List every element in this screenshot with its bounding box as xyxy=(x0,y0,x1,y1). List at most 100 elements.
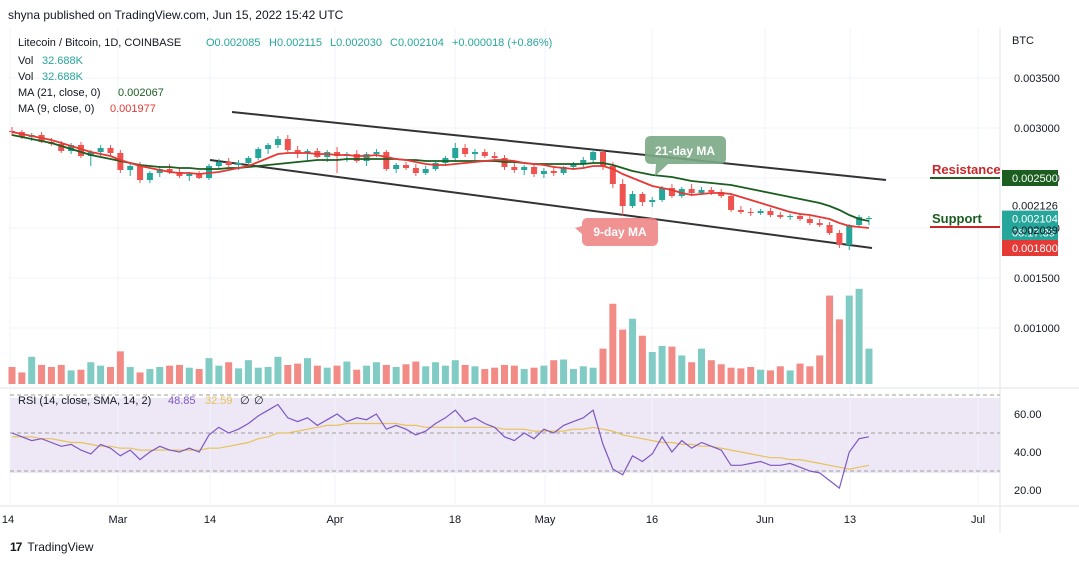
candle-body xyxy=(629,194,636,206)
volume-bar xyxy=(166,365,174,384)
volume-bar xyxy=(569,369,577,384)
publish-info: shyna published on TradingView.com, Jun … xyxy=(8,8,344,22)
volume-bar xyxy=(658,345,666,384)
price-tag-countdown: 08:17:39 xyxy=(1012,228,1055,240)
candle-body xyxy=(511,167,518,170)
price-tag: 0.002039 xyxy=(1012,225,1058,237)
candle-body xyxy=(757,211,764,213)
candle-body xyxy=(265,145,272,149)
legend-vol1-value: 32.688K xyxy=(42,55,84,67)
legend-vol2-value: 32.688K xyxy=(42,71,84,83)
candle-body xyxy=(737,210,744,212)
volume-bar xyxy=(195,369,203,384)
price-axis: BTC0.0035000.0030000.0025000.0020000.001… xyxy=(1002,35,1060,335)
chart[interactable]: Resistance Support 21-day MA 9-day MA BTC 0… xyxy=(0,28,1079,533)
candle-body xyxy=(107,148,114,153)
candle-body xyxy=(9,131,15,132)
tradingview-logo-icon: 17 xyxy=(10,540,22,554)
candle-body xyxy=(146,173,153,180)
volume-bar xyxy=(766,370,774,384)
time-tick: 14 xyxy=(204,514,216,526)
channel-lines xyxy=(209,111,887,249)
price-tag-bg xyxy=(1002,240,1058,256)
candle-body xyxy=(304,151,311,153)
volume-bar xyxy=(412,361,420,384)
candle-body xyxy=(393,165,400,169)
candle-body xyxy=(196,174,203,178)
candle-body xyxy=(491,156,498,158)
time-tick: Mar xyxy=(109,514,128,526)
candle-body xyxy=(166,169,173,172)
volume-bar xyxy=(97,365,105,384)
candle-body xyxy=(373,152,380,154)
time-tick: Apr xyxy=(326,514,343,526)
volume-bar xyxy=(402,364,410,384)
legend-change: +0.000018 (+0.86%) xyxy=(452,37,552,49)
candle-body xyxy=(363,154,370,161)
volume-bar xyxy=(87,362,95,384)
volume-bar xyxy=(107,367,114,384)
candle-body xyxy=(452,148,459,158)
legend-ma9-value: 0.001977 xyxy=(110,103,156,115)
rsi-tick: 60.00 xyxy=(1014,409,1042,421)
volume-bar xyxy=(835,319,843,384)
candle-body xyxy=(609,166,616,184)
volume-bar xyxy=(540,365,548,384)
footer-brand: TradingView xyxy=(27,540,94,554)
ma9-line xyxy=(11,131,869,229)
candle-body xyxy=(856,217,863,225)
price-tag-bg xyxy=(1002,210,1058,241)
time-tick: 16 xyxy=(646,514,658,526)
price-tag-bg xyxy=(1002,170,1058,186)
volume-bar xyxy=(678,355,686,384)
volume-bar xyxy=(855,288,863,384)
time-tick: 13 xyxy=(844,514,856,526)
ma21-line xyxy=(11,134,870,222)
legend-rsi-sma: 32.59 xyxy=(205,395,233,407)
time-tick: Jun xyxy=(756,514,774,526)
price-tag: 0.002104 xyxy=(1012,214,1058,226)
candle-body xyxy=(97,148,104,152)
legend-ma21-value: 0.002067 xyxy=(118,87,164,99)
candle-body xyxy=(698,190,705,193)
volume-bar xyxy=(215,365,223,384)
footer: 17 TradingView xyxy=(10,540,93,554)
volume-bar xyxy=(757,369,765,384)
volume-bar xyxy=(254,367,262,384)
legend-open: O0.002085 xyxy=(206,37,260,49)
volume-bar xyxy=(845,295,853,384)
volume-bar xyxy=(550,360,558,384)
volume-bar xyxy=(707,360,715,384)
rsi-tick: 40.00 xyxy=(1014,447,1042,459)
legend-ma9-label: MA (9, close, 0) xyxy=(18,103,94,115)
candle-body xyxy=(659,188,666,200)
volume-bar xyxy=(8,367,16,384)
legend-rsi-z2: ∅ xyxy=(254,395,264,407)
volume-bar xyxy=(225,362,233,384)
legend-high: H0.002115 xyxy=(269,37,322,49)
grid xyxy=(9,28,1000,506)
volume-bar xyxy=(481,369,489,384)
resistance-label: Resistance xyxy=(932,162,1001,177)
volume-bar xyxy=(392,367,400,384)
volume-bar xyxy=(116,351,124,384)
candle-body xyxy=(540,171,547,174)
ma-callouts: 21-day MA 9-day MA xyxy=(575,136,726,246)
candle-body xyxy=(284,139,291,150)
candle-body xyxy=(718,192,725,196)
volume-bar xyxy=(353,369,361,384)
candle-body xyxy=(767,211,774,215)
candle-body xyxy=(836,233,843,245)
rsi-ma-line xyxy=(12,422,870,470)
volume-bar xyxy=(372,362,380,384)
volume-bar xyxy=(826,295,834,384)
volume-bar xyxy=(382,364,390,384)
candle-body xyxy=(462,148,469,154)
rsi-line xyxy=(11,403,870,490)
volume-bar xyxy=(816,355,824,384)
volume-bar xyxy=(609,303,617,384)
volume-bar xyxy=(422,366,430,384)
candle-body xyxy=(58,144,65,151)
volume-bar xyxy=(57,364,65,384)
volume-bar xyxy=(727,367,735,384)
